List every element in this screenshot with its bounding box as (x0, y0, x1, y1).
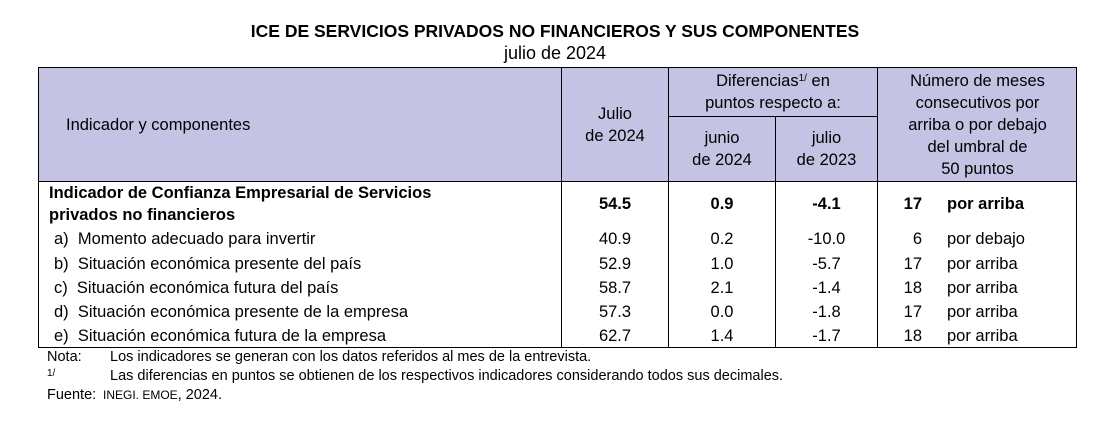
row-c-value: 58.7 (598, 279, 632, 297)
row-main-value: 54.5 (598, 195, 632, 213)
row-e-months: 18 (903, 327, 922, 345)
row-e-diff-year: -1.7 (812, 327, 841, 345)
header-differences: Diferencias1/ en puntos respecto a: (669, 70, 877, 114)
divider-indicator (561, 68, 562, 347)
row-d-label: d) Situación económica presente de la em… (54, 303, 409, 321)
row-b-diff-prev: 1.0 (710, 255, 734, 273)
row-c-months: 18 (903, 279, 922, 297)
header-months-count: Número de meses consecutivos por arriba … (908, 72, 1047, 178)
row-e-status: por arriba (947, 327, 1018, 345)
row-main-label: Indicador de Confianza Empresarial de Se… (49, 184, 432, 224)
header-diff-line1: Diferencias1/ en (716, 72, 830, 90)
table-title: ICE DE SERVICIOS PRIVADOS NO FINANCIEROS… (250, 21, 860, 41)
header-diff-line2: puntos respecto a: (705, 94, 841, 112)
row-b-diff-year: -5.7 (812, 255, 841, 273)
row-c-label: c) Situación económica futura del país (54, 279, 339, 297)
row-main-diff-year: -4.1 (812, 195, 841, 213)
table-header-background (39, 68, 1076, 182)
table-subtitle: julio de 2024 (503, 43, 607, 63)
header-month-line1: Julio (598, 105, 632, 123)
row-d-value: 57.3 (598, 303, 632, 321)
header-month-line2: de 2024 (585, 127, 645, 145)
row-c-diff-year: -1.4 (812, 279, 841, 297)
divider-diff (775, 116, 776, 347)
divider-months (877, 68, 878, 347)
divider-value (668, 68, 669, 347)
row-d-diff-year: -1.8 (812, 303, 841, 321)
row-main-diff-prev: 0.9 (710, 195, 734, 213)
ice-table: Indicador y componentes Julio de 2024 Di… (38, 67, 1077, 348)
row-a-months: 6 (912, 230, 922, 248)
row-a-diff-year: -10.0 (807, 230, 846, 248)
header-month: Julio de 2024 (562, 103, 668, 147)
header-junio-2024: junio de 2024 (692, 129, 752, 169)
footnote-ref: 1/ (798, 73, 807, 84)
row-main-status: por arriba (947, 195, 1025, 213)
row-d-months: 17 (903, 303, 922, 321)
header-indicator: Indicador y componentes (66, 116, 251, 134)
row-b-label: b) Situación económica presente del país (54, 255, 362, 273)
divider-diff-subheader (668, 116, 878, 117)
row-c-status: por arriba (947, 279, 1018, 297)
row-main-months: 17 (903, 195, 922, 213)
header-julio-2023: julio de 2023 (796, 129, 857, 169)
row-d-diff-prev: 0.0 (710, 303, 734, 321)
row-b-months: 17 (903, 255, 922, 273)
row-b-status: por arriba (947, 255, 1018, 273)
row-e-value: 62.7 (598, 327, 632, 345)
row-e-label: e) Situación económica futura de la empr… (54, 327, 387, 345)
row-d-status: por arriba (947, 303, 1018, 321)
row-a-value: 40.9 (598, 230, 632, 248)
row-a-label: a) Momento adecuado para invertir (54, 230, 316, 248)
row-a-status: por debajo (947, 230, 1025, 248)
row-b-value: 52.9 (598, 255, 632, 273)
row-a-diff-prev: 0.2 (710, 230, 734, 248)
row-c-diff-prev: 2.1 (710, 279, 734, 297)
row-e-diff-prev: 1.4 (710, 327, 734, 345)
